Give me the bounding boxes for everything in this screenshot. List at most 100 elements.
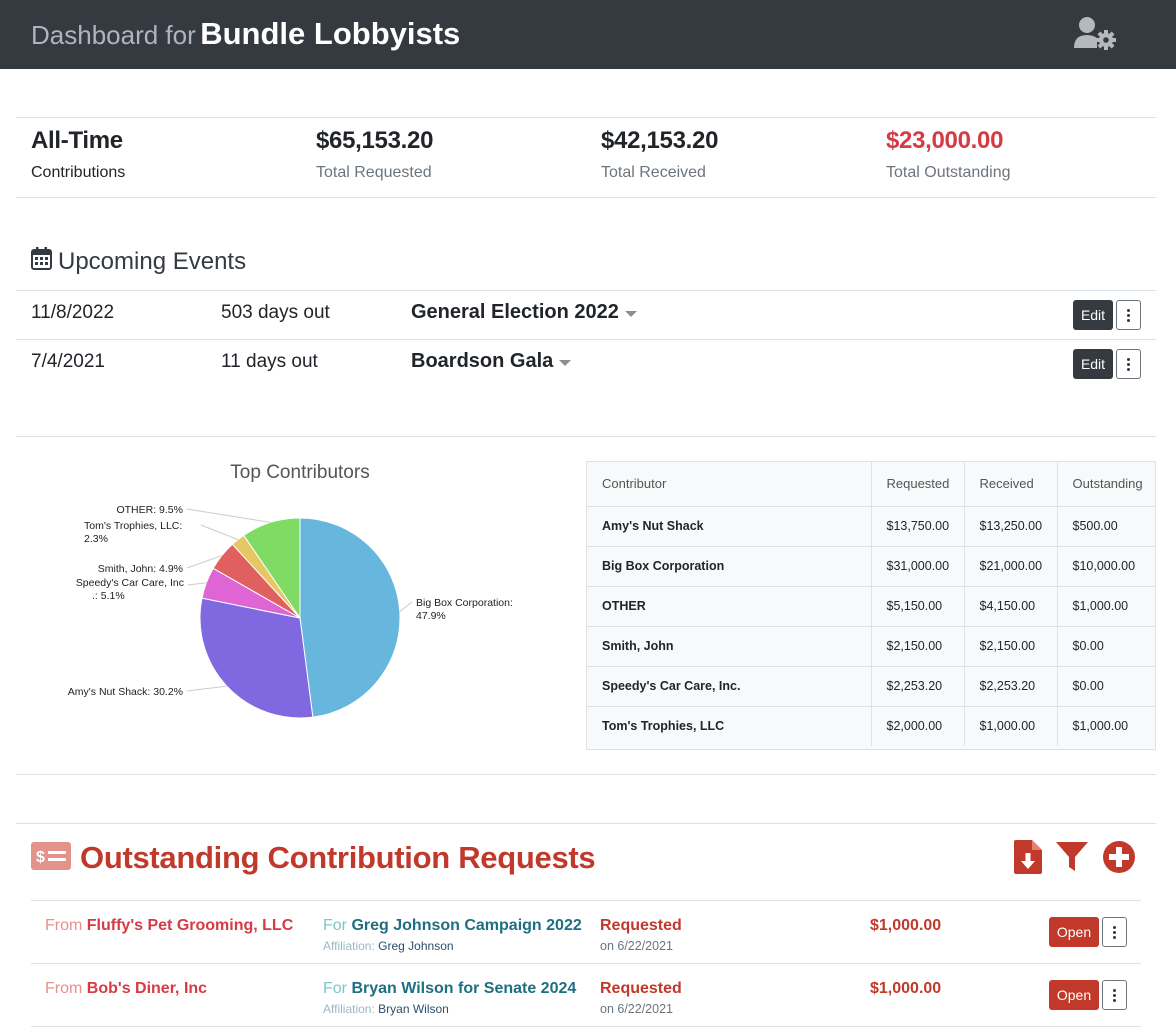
summary-period-sub: Contributions [31,164,126,181]
pie-slice-label: OTHER: 9.5% [116,504,183,516]
pie-label-leader [399,601,413,612]
open-request-button[interactable]: Open [1049,980,1099,1010]
contributor-link[interactable]: Fluffy's Pet Grooming, LLC [86,917,294,934]
contributors-table: Contributor Requested Received Outstandi… [586,461,1156,750]
contributor-name: Speedy's Car Care, Inc. [587,666,871,707]
dashboard-title: Dashboard for Bundle Lobbyists [31,16,460,52]
event-date: 11/8/2022 [31,302,115,323]
requested-amount: $2,000.00 [870,706,964,746]
request-amount: $1,000.00 [870,917,942,934]
received-amount: $13,250.00 [963,506,1057,547]
received-amount: $21,000.00 [963,546,1057,587]
edit-event-button[interactable]: Edit [1073,300,1113,330]
request-affiliation: Affiliation: Bryan Wilson [323,1002,449,1016]
pie-label-leader [186,508,271,523]
svg-text:$: $ [36,849,45,866]
plus-circle-icon[interactable] [1102,840,1136,879]
campaign-link[interactable]: Bryan Wilson for Senate 2024 [351,980,577,997]
outstanding-amount: $1,000.00 [1056,706,1155,746]
open-request-button[interactable]: Open [1049,917,1099,947]
received-amount: $4,150.00 [963,586,1057,627]
for-prefix: For [323,980,347,997]
top-contributors-pie-chart: Big Box Corporation: 47.9% Amy's Nut Shack… [68,504,513,719]
outstanding-amount: $0.00 [1056,626,1155,667]
request-amount: $1,000.00 [870,980,942,997]
edit-event-button[interactable]: Edit [1073,349,1113,379]
event-name: Boardson Gala [411,350,554,372]
pie-label-leader [186,685,227,692]
contributor-name: OTHER [587,586,871,627]
contributor-link[interactable]: Bob's Diner, Inc [86,980,208,997]
affiliation-name: Greg Johnson [378,939,454,953]
outstanding-amount: $1,000.00 [1056,586,1155,627]
more-options-icon[interactable] [1116,300,1141,330]
request-status: Requested [600,917,682,934]
requested-amount: $5,150.00 [870,586,964,627]
event-days-out: 503 days out [221,302,330,323]
section-divider [16,774,1156,775]
total-received-label: Total Received [601,164,706,181]
more-options-icon[interactable] [1102,980,1127,1010]
affiliation-prefix: Affiliation: [323,939,375,953]
request-date: on 6/22/2021 [600,939,673,953]
summary-label: All-Time Contributions [31,127,125,182]
file-download-icon[interactable] [1014,840,1042,879]
table-row: OTHER $5,150.00 $4,150.00 $1,000.00 [587,586,1155,627]
total-requested-label: Total Requested [316,164,432,181]
pie-slice-label: Smith, John: 4.9% [98,563,183,575]
filter-icon[interactable] [1056,841,1088,878]
column-header-received: Received [963,462,1057,507]
table-header-row: Contributor Requested Received Outstandi… [587,462,1155,507]
request-affiliation: Affiliation: Greg Johnson [323,939,454,953]
contributor-name: Smith, John [587,626,871,667]
from-prefix: From [45,980,83,997]
outstanding-requests-heading: $ Outstanding Contribution Requests [31,840,596,876]
event-row: 11/8/2022 503 days out General Election … [16,290,1156,339]
pie-slice-label: Amy's Nut Shack: 30.2% [68,686,183,698]
pie-slice [299,517,401,718]
event-name-dropdown[interactable]: General Election 2022 [411,301,637,324]
received-amount: $2,253.20 [963,666,1057,707]
request-for: For Bryan Wilson for Senate 2024 [323,980,576,998]
money-bill-icon: $ [31,841,71,875]
user-cog-icon[interactable] [1074,16,1118,52]
more-options-icon[interactable] [1116,349,1141,379]
contributor-name: Big Box Corporation [587,546,871,587]
upcoming-events-heading: Upcoming Events [31,246,246,277]
outstanding-amount: $500.00 [1056,506,1155,547]
pie-slice-label: Speedy's Car Care, Inc.: 5.1% [76,577,184,602]
row-divider [31,1026,1141,1027]
table-row: Smith, John $2,150.00 $2,150.00 $0.00 [587,626,1155,667]
request-status: Requested [600,980,682,997]
table-row: Amy's Nut Shack $13,750.00 $13,250.00 $5… [587,506,1155,547]
event-name-dropdown[interactable]: Boardson Gala [411,350,572,373]
campaign-link[interactable]: Greg Johnson Campaign 2022 [351,917,582,934]
upcoming-events-title: Upcoming Events [58,247,247,275]
organization-name: Bundle Lobbyists [200,16,461,51]
top-navbar: Dashboard for Bundle Lobbyists [0,0,1176,69]
events-list: 11/8/2022 503 days out General Election … [16,290,1156,388]
event-date: 7/4/2021 [31,351,105,372]
requested-amount: $31,000.00 [870,546,964,587]
section-divider [16,436,1156,437]
more-options-icon[interactable] [1102,917,1127,947]
column-header-requested: Requested [870,462,964,507]
caret-down-icon [559,359,572,366]
column-header-outstanding: Outstanding [1056,462,1155,507]
table-row: Speedy's Car Care, Inc. $2,253.20 $2,253… [587,666,1155,707]
pie-slice-label: Big Box Corporation: 47.9% [416,597,513,622]
outstanding-amount: $0.00 [1056,666,1155,707]
stat-total-received: $42,153.20 Total Received [601,127,718,182]
pie-label-leader [187,582,207,586]
table-row: Tom's Trophies, LLC $2,000.00 $1,000.00 … [587,706,1155,746]
dashboard-title-prefix: Dashboard for [31,20,196,50]
outstanding-requests-title: Outstanding Contribution Requests [80,840,596,875]
pie-label-leader [200,524,239,541]
pie-slice-label: Tom's Trophies, LLC: 2.3% [84,520,182,545]
request-row: From Fluffy's Pet Grooming, LLC For Greg… [31,900,1141,963]
affiliation-name: Bryan Wilson [378,1002,449,1016]
event-row: 7/4/2021 11 days out Boardson Gala Edit [16,339,1156,388]
stat-total-outstanding: $23,000.00 Total Outstanding [886,127,1011,182]
request-from: From Bob's Diner, Inc [45,980,207,998]
summary-period: All-Time [31,127,123,154]
